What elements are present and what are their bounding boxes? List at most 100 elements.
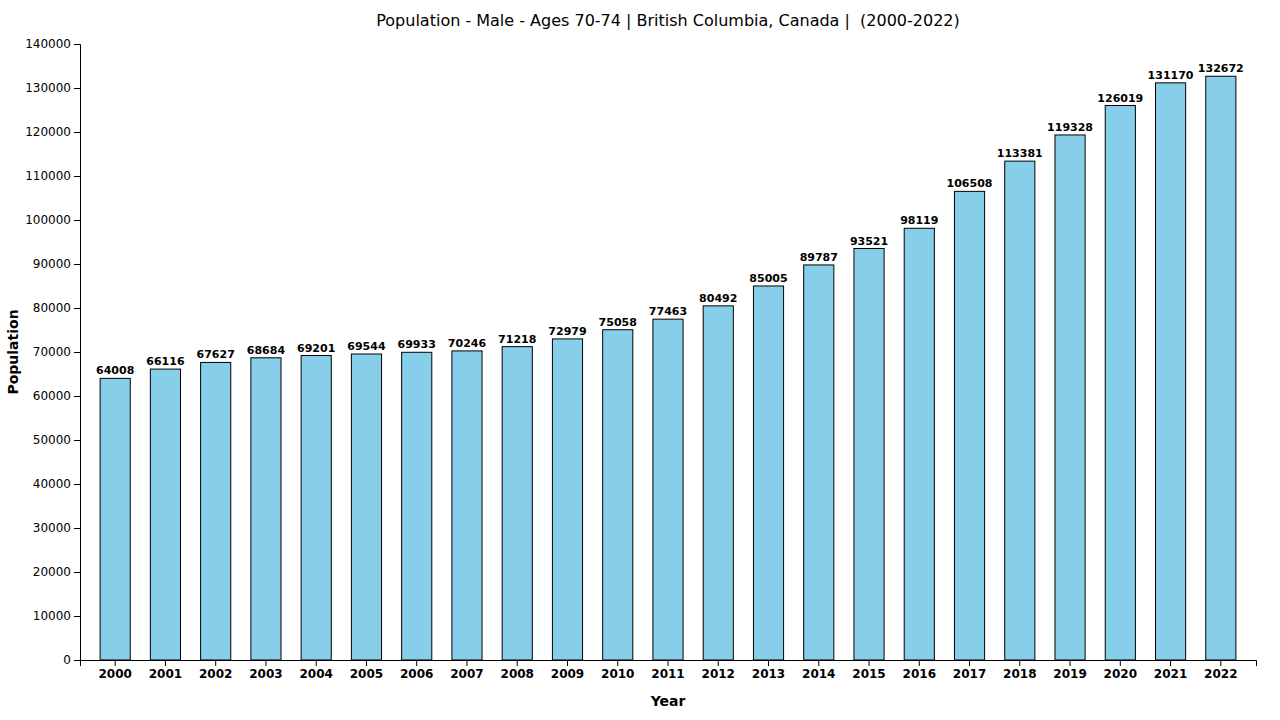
tick-label: 10000 [33,609,71,623]
bar [603,330,633,660]
x-tick: 2014 [802,660,835,681]
tick-label: 2022 [1204,667,1237,681]
x-tick: 2018 [1003,660,1036,681]
tick-label: 2017 [953,667,986,681]
x-tick: 2004 [300,660,333,681]
y-tick: 120000 [25,125,80,139]
tick-mark [1120,660,1121,666]
tick-mark [617,660,618,666]
data-label: 89787 [800,251,838,264]
axis-line [81,661,1257,667]
bar [1105,106,1135,660]
tick-mark [416,660,417,666]
bar [804,265,834,660]
bar [954,191,984,660]
data-label: 69544 [347,340,386,353]
bar [351,354,381,660]
data-labels: 6400866116676276868469201695446993370246… [96,62,1244,377]
data-label: 98119 [900,214,938,227]
data-label: 64008 [96,364,134,377]
y-tick: 40000 [33,477,80,491]
bar [452,351,482,660]
tick-label: 120000 [25,125,71,139]
tick-label: 0 [63,653,71,667]
bar [703,306,733,660]
tick-label: 2014 [802,667,835,681]
tick-mark [969,660,970,666]
tick-mark [74,484,80,485]
tick-mark [74,660,80,661]
tick-label: 110000 [25,169,71,183]
data-label: 75058 [599,316,637,329]
tick-label: 2008 [501,667,534,681]
tick-label: 2010 [601,667,634,681]
data-label: 69933 [398,338,436,351]
tick-mark [74,88,80,89]
data-label: 67627 [197,348,235,361]
bar [100,378,130,660]
y-tick: 130000 [25,81,80,95]
tick-mark [1019,660,1020,666]
tick-label: 2005 [350,667,383,681]
tick-label: 140000 [25,37,71,51]
x-tick: 2022 [1204,660,1237,681]
x-tick: 2017 [953,660,986,681]
x-tick: 2007 [450,660,483,681]
chart-svg: 2000200120022003200420052006200720082009… [0,0,1280,720]
tick-mark [74,352,80,353]
x-tick: 2000 [98,660,131,681]
bar [402,352,432,660]
y-tick: 20000 [33,565,80,579]
x-tick: 2011 [651,660,684,681]
tick-mark [74,132,80,133]
tick-label: 2018 [1003,667,1036,681]
tick-label: 2000 [98,667,131,681]
x-tick: 2002 [199,660,232,681]
tick-label: 2019 [1053,667,1086,681]
data-label: 80492 [699,292,737,305]
tick-mark [74,572,80,573]
x-tick: 2009 [551,660,584,681]
bar [552,339,582,660]
tick-label: 2016 [903,667,936,681]
data-label: 72979 [548,325,586,338]
y-tick: 110000 [25,169,80,183]
data-label: 68684 [247,344,286,357]
data-label: 77463 [649,305,687,318]
y-tick: 30000 [33,521,80,535]
tick-mark [265,660,266,666]
x-axis-title: Year [650,693,686,709]
tick-label: 30000 [33,521,71,535]
tick-label: 2004 [300,667,333,681]
data-label: 71218 [498,333,536,346]
tick-label: 2020 [1104,667,1137,681]
bar [1206,76,1236,660]
tick-label: 60000 [33,389,71,403]
y-tick: 70000 [33,345,80,359]
x-tick: 2010 [601,660,634,681]
tick-mark [567,660,568,666]
y-axis: 0100002000030000400005000060000700008000… [25,37,80,667]
tick-mark [115,660,116,666]
tick-label: 90000 [33,257,71,271]
tick-label: 130000 [25,81,71,95]
tick-mark [74,396,80,397]
bar [753,286,783,660]
tick-mark [74,308,80,309]
x-tick: 2005 [350,660,383,681]
bar [904,228,934,660]
bar [301,356,331,660]
x-tick: 2015 [852,660,885,681]
tick-label: 2011 [651,667,684,681]
bar [1055,135,1085,660]
tick-label: 2009 [551,667,584,681]
tick-label: 2003 [249,667,282,681]
bar [150,369,180,660]
bar [251,358,281,660]
x-tick: 2008 [501,660,534,681]
bar [854,249,884,660]
tick-label: 100000 [25,213,71,227]
bar [201,362,231,660]
axis-line [74,45,81,661]
tick-label: 2012 [702,667,735,681]
